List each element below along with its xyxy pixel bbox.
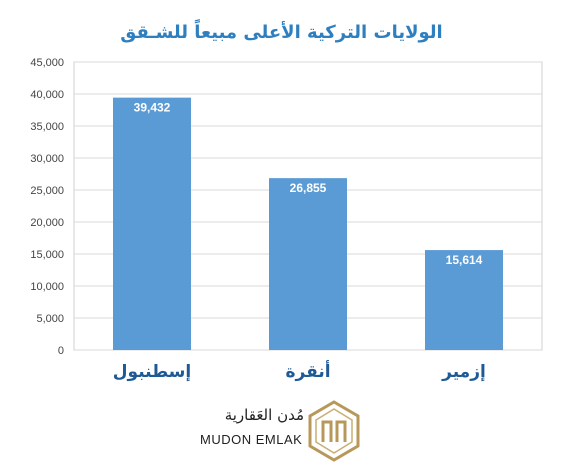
y-tick-label: 10,000 bbox=[30, 281, 64, 293]
y-tick-label: 20,000 bbox=[30, 217, 64, 229]
y-axis: 0 5,000 10,000 15,000 20,000 25,000 30,000 35,0… bbox=[30, 57, 64, 357]
category-label: إسطنبول bbox=[113, 362, 191, 382]
y-tick-label: 35,000 bbox=[30, 121, 64, 133]
y-tick-label: 5,000 bbox=[36, 313, 64, 325]
bar-chart: 0 5,000 10,000 15,000 20,000 25,000 30,000 35,0… bbox=[30, 57, 543, 382]
bars bbox=[113, 97, 503, 351]
y-tick-label: 0 bbox=[58, 345, 64, 357]
y-tick-label: 45,000 bbox=[30, 57, 64, 69]
logo-mark-icon bbox=[308, 400, 360, 462]
y-tick-label: 30,000 bbox=[30, 153, 64, 165]
y-tick-label: 15,000 bbox=[30, 249, 64, 261]
bar bbox=[425, 250, 503, 350]
labels: 39,432 إسطنبول 26,855 أنقرة 15,614 إزمير bbox=[113, 101, 486, 382]
data-label: 39,432 bbox=[134, 101, 171, 115]
brand-logo: مُدن العَقارية MUDON EMLAK bbox=[196, 398, 366, 466]
bar bbox=[269, 178, 347, 350]
logo-arabic-text: مُدن العَقارية bbox=[224, 406, 304, 424]
category-label: أنقرة bbox=[285, 360, 330, 382]
bar bbox=[113, 97, 191, 351]
y-tick-label: 40,000 bbox=[30, 89, 64, 101]
data-label: 26,855 bbox=[290, 181, 327, 195]
data-label: 15,614 bbox=[446, 253, 483, 267]
logo-latin-text: MUDON EMLAK bbox=[200, 432, 303, 447]
y-tick-label: 25,000 bbox=[30, 185, 64, 197]
category-label: إزمير bbox=[441, 362, 486, 382]
chart-title: الولايات التركية الأعلى مبيعاً للشـقق bbox=[120, 22, 443, 43]
